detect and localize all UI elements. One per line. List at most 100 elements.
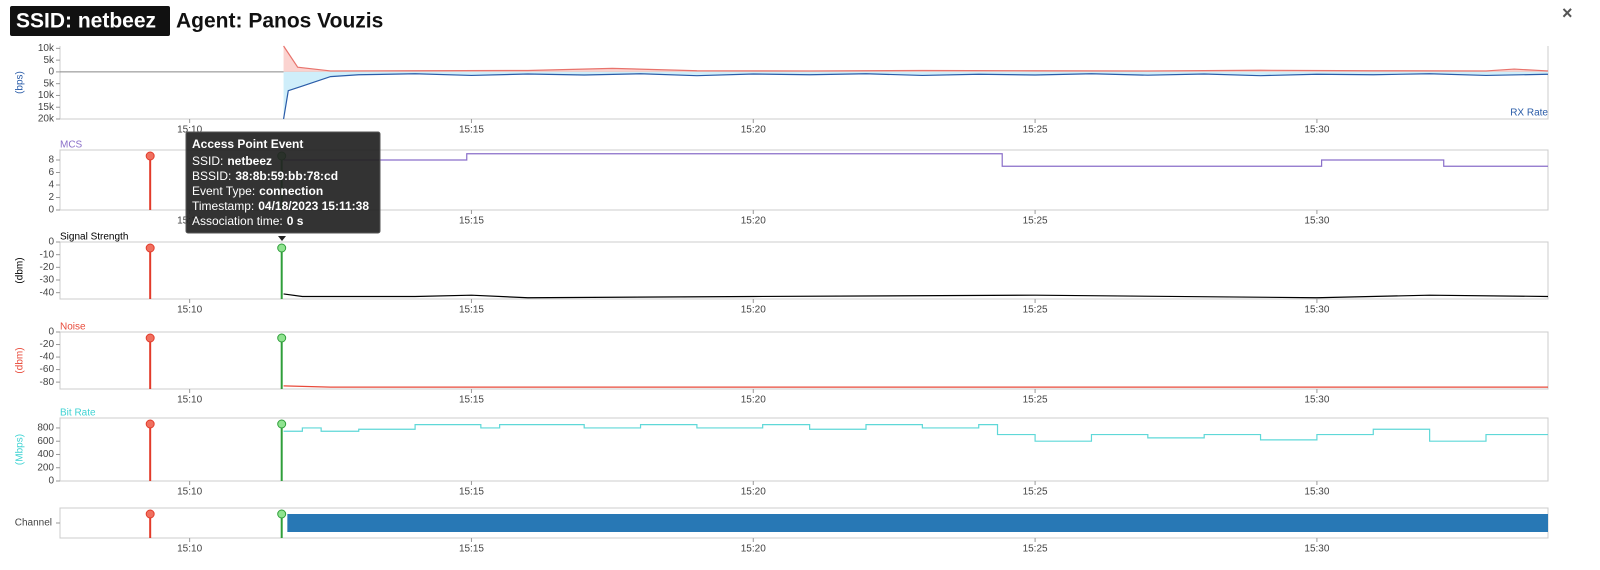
- x-tick-label: 15:20: [741, 487, 766, 498]
- y-tick-label: 5k: [43, 78, 55, 89]
- y-axis-title: (dbm): [15, 347, 26, 373]
- x-tick-label: 15:15: [459, 125, 484, 136]
- panel-frame: [59, 417, 1549, 482]
- tooltip-title: Access Point Event: [192, 137, 303, 151]
- x-tick-label: 15:10: [177, 544, 202, 555]
- event-marker: [145, 509, 155, 519]
- x-tick-label: 15:30: [1304, 305, 1329, 316]
- tooltip-label: BSSID:: [192, 169, 231, 183]
- x-tick-label: 15:20: [741, 544, 766, 555]
- series-line: [282, 73, 1549, 120]
- tooltip-label: Event Type:: [192, 184, 255, 198]
- y-tick-label: 8: [48, 155, 54, 166]
- series-line: [283, 424, 1548, 442]
- y-axis-title: (Mbps): [15, 434, 26, 465]
- x-tick-label: 15:25: [1023, 544, 1048, 555]
- event-marker: [277, 243, 287, 253]
- y-tick-label: 15k: [38, 102, 55, 113]
- x-tick-label: 15:25: [1023, 305, 1048, 316]
- y-tick-label: 600: [37, 436, 54, 447]
- x-tick-label: 15:25: [1023, 125, 1048, 136]
- tooltip-row: Event Type: connection: [192, 184, 323, 198]
- tooltip-row: BSSID: 38:8b:59:bb:78:cd: [192, 169, 338, 183]
- panel-title: Bit Rate: [60, 408, 96, 419]
- panel: 15:10 15:15 15:20 15:25 15:30 Noise (dbm) 0-20 -…: [15, 322, 1549, 406]
- x-tick-label: 15:10: [177, 395, 202, 406]
- tooltip-label: Association time:: [192, 214, 283, 228]
- panel: 15:10 15:15 15:20 15:25 15:30 Bit Rate (Mbps) 0…: [15, 408, 1549, 498]
- x-tick-label: 15:15: [459, 216, 484, 227]
- y-tick-label: 10k: [38, 90, 55, 101]
- panel: 15:10 15:15 15:20 15:25 15:30 Signal Strength…: [15, 232, 1549, 316]
- tooltip-row: Association time: 0 s: [192, 214, 304, 228]
- y-tick-label: -60: [40, 364, 55, 375]
- panel-frame: [59, 149, 1549, 211]
- series-line: [283, 293, 1549, 299]
- area: [283, 46, 1549, 72]
- category-label: Channel: [15, 518, 52, 529]
- x-tick-label: 15:15: [459, 395, 484, 406]
- y-tick-label: 400: [37, 449, 54, 460]
- timeline-bar: [287, 514, 1548, 532]
- y-tick-label: -40: [40, 287, 55, 298]
- panels: 15:10 15:15 15:20 15:25 15:30(bps)10k5k05k10…: [15, 43, 1549, 555]
- y-tick-label: 0: [48, 67, 54, 78]
- y-tick-label: 20k: [38, 114, 55, 125]
- y-tick-label: 10k: [38, 43, 55, 54]
- tooltip-label: Timestamp:: [192, 199, 254, 213]
- series-label: RX Rate: [1510, 108, 1548, 119]
- x-tick-label: 15:30: [1304, 544, 1329, 555]
- x-tick-label: 15:25: [1023, 216, 1048, 227]
- event-marker: [145, 333, 155, 343]
- x-tick-label: 15:25: [1023, 395, 1048, 406]
- y-tick-label: 200: [37, 462, 54, 473]
- y-axis-title: (dbm): [15, 257, 26, 283]
- y-tick-label: -30: [40, 275, 55, 286]
- event-marker: [145, 419, 155, 429]
- series-line: [283, 153, 1548, 167]
- event-marker: [277, 333, 287, 343]
- x-tick-label: 15:15: [459, 544, 484, 555]
- panel-title: MCS: [60, 140, 83, 151]
- panel-frame: [59, 46, 1549, 120]
- x-tick-label: 15:30: [1304, 216, 1329, 227]
- event-marker: [277, 419, 287, 429]
- x-tick-label: 15:20: [741, 395, 766, 406]
- y-tick-label: -10: [40, 249, 55, 260]
- x-tick-label: 15:15: [459, 487, 484, 498]
- y-tick-label: 800: [37, 423, 54, 434]
- panel-frame: [59, 507, 1549, 539]
- x-tick-label: 15:20: [741, 216, 766, 227]
- tooltip-value: 38:8b:59:bb:78:cd: [235, 169, 338, 183]
- panel-title: Noise: [60, 322, 86, 333]
- tooltip-row: Timestamp: 04/18/2023 15:11:38: [192, 199, 369, 213]
- event-marker: [145, 243, 155, 253]
- event-marker: [145, 151, 155, 161]
- y-tick-label: 2: [48, 192, 54, 203]
- tooltip-value: 0 s: [287, 214, 304, 228]
- panel: 15:10 15:15 15:20 15:25 15:30(bps)10k5k05k10…: [15, 43, 1549, 136]
- tooltip-label: SSID:: [192, 154, 223, 168]
- area: [283, 71, 1549, 119]
- tooltip-value: netbeez: [227, 154, 272, 168]
- x-tick-label: 15:30: [1304, 125, 1329, 136]
- tooltip-value: 04/18/2023 15:11:38: [258, 199, 369, 213]
- tooltip-pointer: [278, 236, 286, 241]
- x-tick-label: 15:20: [741, 125, 766, 136]
- x-tick-label: 15:30: [1304, 395, 1329, 406]
- ssid-title: SSID: netbeez: [16, 10, 156, 33]
- x-tick-label: 15:10: [177, 487, 202, 498]
- ssid-badge: [10, 6, 170, 36]
- y-tick-label: 6: [48, 167, 54, 178]
- close-button[interactable]: ×: [1562, 3, 1573, 23]
- panel-title: Signal Strength: [60, 232, 128, 243]
- series-line: [283, 45, 1549, 72]
- y-tick-label: 0: [48, 205, 54, 216]
- y-tick-label: 5k: [43, 55, 55, 66]
- x-tick-label: 15:10: [177, 125, 202, 136]
- y-tick-label: 0: [48, 237, 54, 248]
- y-tick-label: 0: [48, 327, 54, 338]
- series-line: [283, 385, 1548, 388]
- panel: 15:10 15:15 15:20 15:25 15:30 Channel: [15, 507, 1549, 555]
- y-tick-label: -20: [40, 339, 55, 350]
